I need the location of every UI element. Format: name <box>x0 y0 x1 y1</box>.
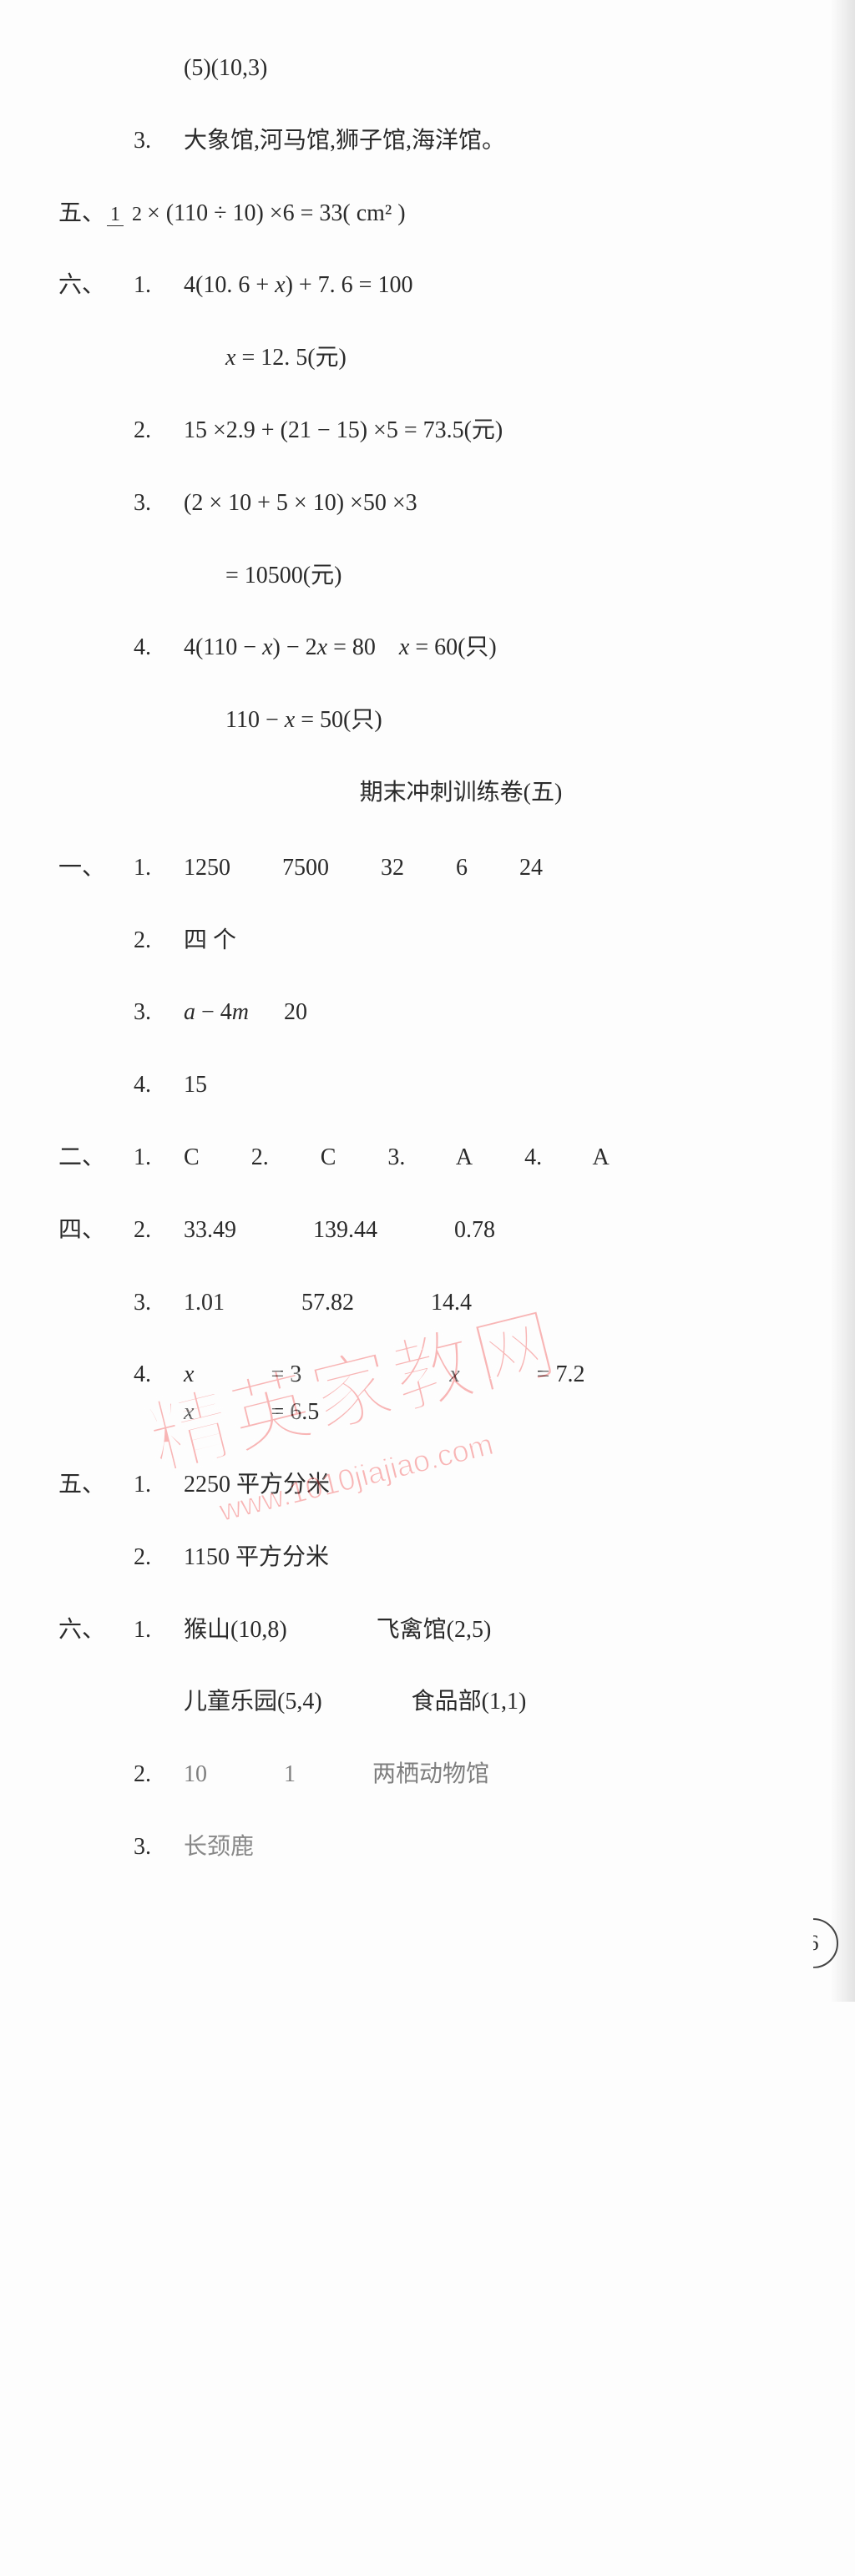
text: 四 个 <box>184 922 236 960</box>
num: 3. <box>134 485 184 523</box>
num: 1. <box>134 1139 184 1177</box>
text: 110 − x = 50(只) <box>225 702 382 740</box>
num: 2. <box>134 922 184 960</box>
num: 3. <box>134 123 184 160</box>
num: 4. <box>134 629 184 667</box>
page-edge-shadow <box>830 0 855 2002</box>
p2-row: 二、 1. C 2. C 3. A 4. A <box>58 1139 813 1177</box>
p4-q2: 四、 2. 33.49 139.44 0.78 <box>58 1212 813 1250</box>
row: C 2. C 3. A 4. A <box>184 1139 813 1177</box>
page-number: 6 <box>788 1918 838 1968</box>
num: 2. <box>134 1756 184 1794</box>
text: (2 × 10 + 5 × 10) ×50 ×3 <box>184 485 417 523</box>
ans-item-5: (5)(10,3) <box>58 50 813 88</box>
text: 4(10. 6 + x) + 7. 6 = 100 <box>184 267 412 305</box>
row: 1.01 57.82 14.4 <box>184 1285 813 1322</box>
paper-title: 期末冲刺训练卷(五) <box>58 775 813 812</box>
num: 4. <box>134 1356 184 1394</box>
ans-q3: 3. 大象馆,河马馆,狮子馆,海洋馆。 <box>58 123 813 160</box>
section-6-q2: 2. 15 ×2.9 + (21 − 15) ×5 = 73.5(元) <box>58 412 813 450</box>
num: 2. <box>134 412 184 450</box>
num: 3. <box>134 1829 184 1866</box>
row: 10 1 两栖动物馆 <box>184 1756 813 1794</box>
row: 1250 7500 32 6 24 <box>184 850 813 887</box>
text: 15 ×2.9 + (21 − 15) ×5 = 73.5(元) <box>184 412 503 450</box>
text: = 10500(元) <box>225 558 341 595</box>
num: 1. <box>134 850 184 887</box>
num: 1. <box>134 1467 184 1504</box>
p4-q3: 3. 1.01 57.82 14.4 <box>58 1285 813 1322</box>
num: 3. <box>134 994 184 1032</box>
text: 15 <box>184 1067 207 1104</box>
text: 2250 平方分米 <box>184 1467 330 1504</box>
num: 2. <box>134 1212 184 1250</box>
p1-q4: 4. 15 <box>58 1067 813 1104</box>
num: 1. <box>134 267 184 305</box>
p1-q2: 2. 四 个 <box>58 922 813 960</box>
section-5: 五、 1 2 × (110 ÷ 10) ×6 = 33( cm² ) <box>58 195 813 233</box>
text: × (110 ÷ 10) ×6 = 33( cm² ) <box>147 195 406 233</box>
num: 4. <box>134 1067 184 1104</box>
sec-label: 五、 <box>58 195 105 233</box>
p1-q1: 一、 1. 1250 7500 32 6 24 <box>58 850 813 887</box>
text: x = 12. 5(元) <box>225 340 347 377</box>
fraction: 1 2 <box>107 205 145 225</box>
section-6-q1: 六、 1. 4(10. 6 + x) + 7. 6 = 100 <box>58 267 813 305</box>
frac-top: 1 <box>107 204 124 226</box>
sec-label: 一、 <box>58 850 134 887</box>
p4-q4: 4. x = 3 x = 7.2 x = 6.5 <box>58 1356 813 1432</box>
section-6-q1b: x = 12. 5(元) <box>58 340 813 377</box>
p5-q2: 2. 1150 平方分米 <box>58 1539 813 1577</box>
p6-q2: 2. 10 1 两栖动物馆 <box>58 1756 813 1794</box>
section-6-q3a: 3. (2 × 10 + 5 × 10) ×50 ×3 <box>58 485 813 523</box>
text: 4(110 − x) − 2x = 80 x = 60(只) <box>184 629 497 667</box>
p6-q1b: 儿童乐园(5,4) 食品部(1,1) <box>58 1684 813 1721</box>
sec-label: 六、 <box>58 1612 134 1649</box>
section-6-q4b: 110 − x = 50(只) <box>58 702 813 740</box>
row: 儿童乐园(5,4) 食品部(1,1) <box>184 1684 813 1721</box>
sec-label: 五、 <box>58 1467 134 1504</box>
num: 1. <box>134 1612 184 1649</box>
text: 长颈鹿 <box>184 1829 254 1866</box>
text: 1150 平方分米 <box>184 1539 329 1577</box>
p6-q3: 3. 长颈鹿 <box>58 1829 813 1866</box>
section-6-q4a: 4. 4(110 − x) − 2x = 80 x = 60(只) <box>58 629 813 667</box>
p5-q1: 五、 1. 2250 平方分米 <box>58 1467 813 1504</box>
row: x = 3 x = 7.2 x = 6.5 <box>184 1356 813 1432</box>
row: 33.49 139.44 0.78 <box>184 1212 813 1250</box>
text: (5)(10,3) <box>184 50 267 88</box>
frac-bot: 2 <box>129 204 145 225</box>
text: a − 4m 20 <box>184 994 307 1032</box>
num: 3. <box>134 1285 184 1322</box>
sec-label: 六、 <box>58 267 134 305</box>
p1-q3: 3. a − 4m 20 <box>58 994 813 1032</box>
num: 2. <box>134 1539 184 1577</box>
p6-q1a: 六、 1. 猴山(10,8) 飞禽馆(2,5) <box>58 1612 813 1649</box>
section-6-q3b: = 10500(元) <box>58 558 813 595</box>
text: 大象馆,河马馆,狮子馆,海洋馆。 <box>184 123 505 160</box>
sec-label: 四、 <box>58 1212 134 1250</box>
sec-label: 二、 <box>58 1139 134 1177</box>
row: 猴山(10,8) 飞禽馆(2,5) <box>184 1612 813 1649</box>
